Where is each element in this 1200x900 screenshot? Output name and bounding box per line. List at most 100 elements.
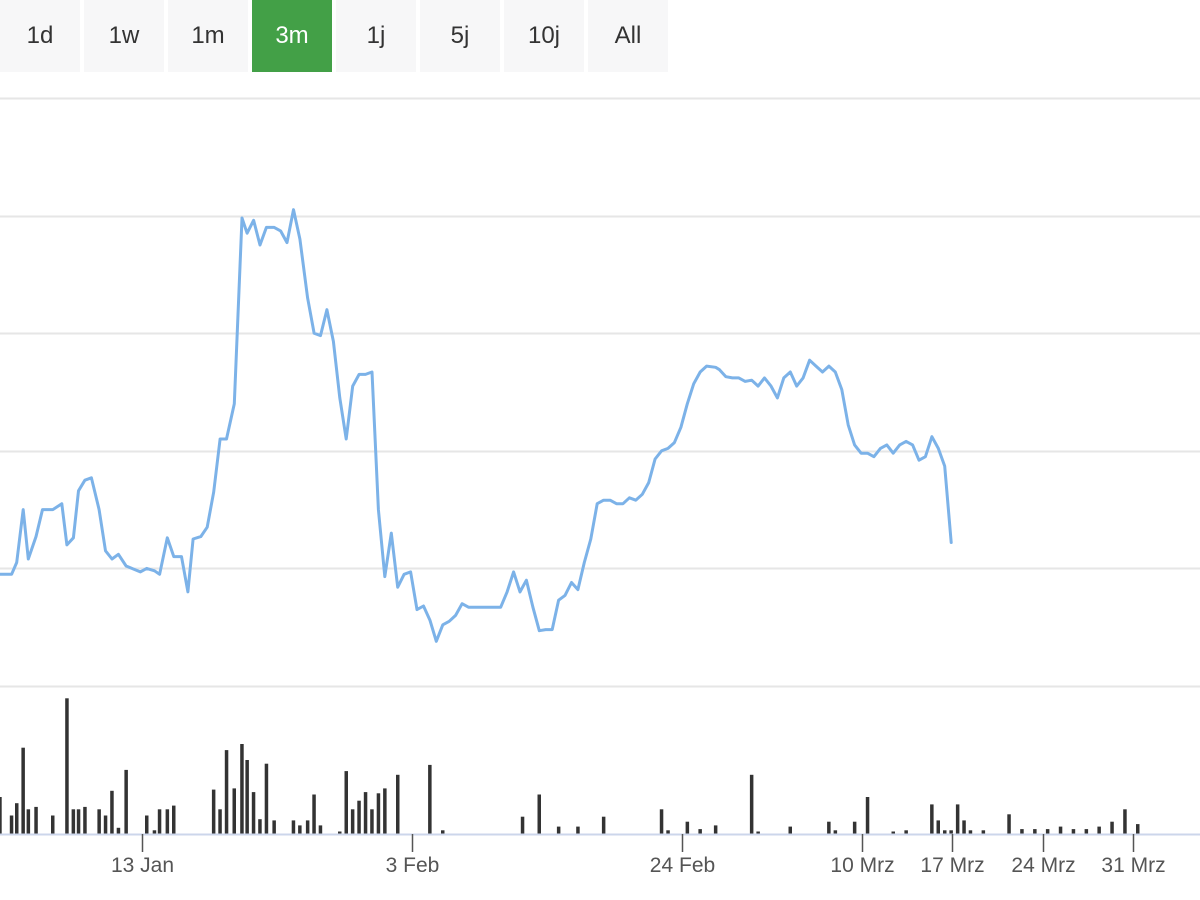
x-tick-label-1: 3 Feb xyxy=(386,854,440,877)
volume-bar-38 xyxy=(350,809,355,834)
tab-1d[interactable]: 1d xyxy=(0,0,80,72)
price-line xyxy=(0,208,953,643)
volume-bar-1 xyxy=(9,815,14,834)
volume-bar-37 xyxy=(344,771,348,834)
volume-bar-57 xyxy=(749,774,754,834)
volume-bar-78 xyxy=(1058,826,1063,834)
volume-bar-27 xyxy=(251,792,256,834)
tab-all[interactable]: All xyxy=(588,0,668,72)
chart-gridlines xyxy=(0,97,1200,688)
x-tick-label-3: 10 Mrz xyxy=(830,854,894,877)
volume-bar-48 xyxy=(537,794,541,834)
tab-1w[interactable]: 1w xyxy=(84,0,164,72)
volume-bar-6 xyxy=(51,815,55,834)
volume-bar-13 xyxy=(110,790,114,834)
volume-bar-54 xyxy=(685,821,690,834)
volume-bar-23 xyxy=(224,750,229,834)
volume-bar-56 xyxy=(713,825,718,834)
volume-bar-30 xyxy=(272,820,276,834)
volume-bar-15 xyxy=(124,769,128,834)
tab-1m[interactable]: 1m xyxy=(168,0,248,72)
price-series xyxy=(0,208,953,643)
volume-bar-75 xyxy=(1020,829,1024,834)
volume-bar-31 xyxy=(291,820,296,834)
volume-bar-70 xyxy=(955,804,960,834)
volume-bar-20 xyxy=(172,805,176,834)
volume-bar-7 xyxy=(65,698,69,834)
volume-bar-8 xyxy=(71,809,76,834)
volume-bar-74 xyxy=(1007,814,1011,834)
volume-bar-81 xyxy=(1097,826,1101,834)
tab-3m[interactable]: 3m xyxy=(252,0,332,72)
volume-bar-60 xyxy=(827,821,831,834)
tab-1j[interactable]: 1j xyxy=(336,0,416,72)
volume-bar-73 xyxy=(981,830,986,834)
volume-bar-19 xyxy=(165,809,170,834)
x-tick-label-2: 24 Feb xyxy=(650,854,715,877)
volume-bar-10 xyxy=(83,806,87,834)
x-tick-label-0: 13 Jan xyxy=(111,854,174,877)
volume-bar-43 xyxy=(383,788,387,834)
volume-bar-83 xyxy=(1123,809,1127,834)
volume-bar-42 xyxy=(376,793,381,834)
volume-bar-67 xyxy=(936,820,940,834)
volume-bar-59 xyxy=(788,826,792,834)
volume-bar-46 xyxy=(441,830,445,834)
volume-bar-62 xyxy=(852,821,857,834)
volume-bar-9 xyxy=(76,809,81,834)
x-tick-label-5: 24 Mrz xyxy=(1011,854,1075,877)
volume-bar-49 xyxy=(556,826,561,834)
x-tick-label-4: 17 Mrz xyxy=(920,854,984,877)
volume-bar-51 xyxy=(601,816,606,834)
volume-bar-47 xyxy=(520,816,525,834)
volume-bar-25 xyxy=(240,744,244,834)
volume-bar-18 xyxy=(157,809,162,834)
volume-bar-0 xyxy=(0,797,2,834)
x-axis: 13 Jan 3 Feb 24 Feb 10 Mrz 17 Mrz 24 Mrz 31 Mr… xyxy=(0,833,1200,877)
volume-bar-55 xyxy=(698,829,702,834)
tab-10j[interactable]: 10j xyxy=(504,0,584,72)
volume-bar-71 xyxy=(962,820,966,834)
range-tabs: 1d 1w 1m 3m 1j 5j 10j All xyxy=(0,0,672,72)
x-tick-label-6: 31 Mrz xyxy=(1101,854,1165,877)
volume-bar-66 xyxy=(930,804,934,834)
volume-bars xyxy=(0,698,1140,834)
volume-bar-82 xyxy=(1110,821,1114,834)
volume-bar-4 xyxy=(26,809,31,834)
volume-bar-24 xyxy=(232,788,236,834)
volume-bar-53 xyxy=(666,830,670,834)
volume-bar-35 xyxy=(318,825,323,834)
volume-bar-80 xyxy=(1084,829,1089,834)
volume-bar-68 xyxy=(943,830,947,834)
volume-bar-41 xyxy=(370,809,374,834)
volume-bar-11 xyxy=(97,809,101,834)
volume-bar-84 xyxy=(1136,824,1140,834)
volume-bar-36 xyxy=(338,831,342,834)
volume-bar-2 xyxy=(15,803,19,834)
volume-bar-33 xyxy=(305,820,310,834)
volume-bar-14 xyxy=(116,827,121,834)
tab-5j[interactable]: 5j xyxy=(420,0,500,72)
volume-bar-63 xyxy=(865,797,870,834)
volume-bar-28 xyxy=(258,819,262,834)
volume-bar-21 xyxy=(211,789,216,834)
volume-bar-22 xyxy=(218,809,222,834)
volume-bar-12 xyxy=(103,815,108,834)
volume-bar-58 xyxy=(756,831,760,834)
volume-bar-17 xyxy=(152,830,157,834)
volume-bar-5 xyxy=(34,806,38,834)
volume-bar-76 xyxy=(1033,829,1037,834)
volume-bar-34 xyxy=(312,794,316,834)
volume-bar-29 xyxy=(264,763,269,834)
volume-bar-16 xyxy=(145,815,149,834)
volume-bar-40 xyxy=(363,792,368,834)
volume-bar-77 xyxy=(1045,829,1050,834)
volume-bar-32 xyxy=(298,825,302,834)
volume-bar-44 xyxy=(396,774,400,834)
volume-bar-61 xyxy=(833,830,838,834)
volume-bar-3 xyxy=(21,747,25,834)
volume-bar-52 xyxy=(659,809,664,834)
volume-bar-79 xyxy=(1071,829,1076,834)
volume-bar-65 xyxy=(904,830,908,834)
